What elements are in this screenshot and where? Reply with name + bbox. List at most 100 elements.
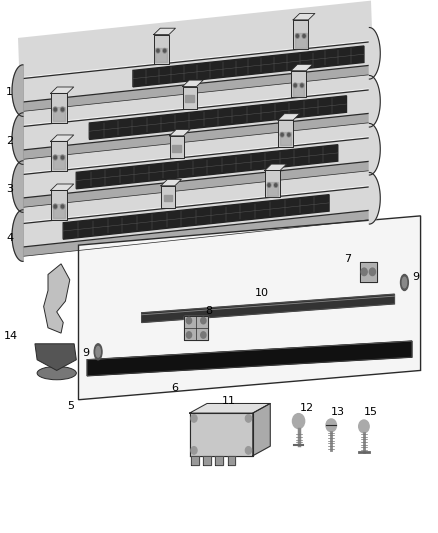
Polygon shape — [278, 120, 293, 147]
Text: 9: 9 — [412, 272, 419, 282]
Ellipse shape — [94, 344, 102, 360]
Polygon shape — [18, 1, 373, 85]
Polygon shape — [215, 456, 223, 465]
Circle shape — [53, 107, 57, 112]
Circle shape — [201, 332, 206, 338]
Circle shape — [293, 83, 297, 87]
Polygon shape — [154, 28, 176, 35]
Polygon shape — [51, 141, 67, 171]
Text: 15: 15 — [364, 407, 378, 417]
Polygon shape — [51, 87, 74, 93]
Circle shape — [245, 447, 251, 454]
Circle shape — [268, 184, 270, 187]
Polygon shape — [18, 49, 373, 133]
Circle shape — [301, 84, 303, 87]
Polygon shape — [369, 76, 380, 127]
Polygon shape — [20, 138, 373, 198]
Circle shape — [361, 268, 367, 276]
Circle shape — [300, 83, 304, 87]
Circle shape — [369, 268, 375, 276]
Polygon shape — [161, 180, 181, 186]
Polygon shape — [184, 316, 208, 340]
Circle shape — [186, 332, 191, 338]
Circle shape — [163, 50, 166, 52]
Circle shape — [245, 415, 251, 422]
Circle shape — [61, 156, 64, 159]
Polygon shape — [170, 130, 190, 136]
Polygon shape — [12, 113, 23, 164]
Polygon shape — [20, 161, 373, 208]
Polygon shape — [35, 344, 76, 370]
Circle shape — [293, 414, 305, 429]
Polygon shape — [183, 80, 203, 86]
Polygon shape — [170, 136, 184, 158]
Circle shape — [54, 108, 57, 111]
Ellipse shape — [402, 277, 406, 288]
Polygon shape — [51, 190, 67, 220]
Polygon shape — [20, 187, 373, 247]
Polygon shape — [203, 456, 211, 465]
Ellipse shape — [400, 274, 408, 290]
Polygon shape — [51, 184, 74, 190]
Circle shape — [61, 205, 64, 208]
Text: 14: 14 — [4, 331, 18, 341]
Polygon shape — [20, 65, 373, 112]
Circle shape — [303, 35, 305, 37]
Text: 5: 5 — [67, 401, 74, 411]
Text: 6: 6 — [171, 383, 178, 393]
Polygon shape — [44, 264, 70, 333]
Polygon shape — [173, 145, 181, 151]
Polygon shape — [63, 195, 329, 239]
Polygon shape — [369, 28, 380, 79]
Circle shape — [281, 133, 283, 136]
Circle shape — [359, 420, 369, 433]
Circle shape — [297, 35, 298, 37]
Polygon shape — [278, 114, 300, 120]
Circle shape — [61, 108, 64, 111]
Polygon shape — [76, 145, 338, 189]
Polygon shape — [190, 413, 253, 456]
Circle shape — [163, 49, 166, 53]
Circle shape — [60, 204, 64, 209]
Polygon shape — [12, 161, 23, 212]
Polygon shape — [253, 403, 270, 456]
Text: 2: 2 — [6, 136, 13, 146]
Circle shape — [294, 84, 296, 87]
Circle shape — [280, 133, 284, 137]
Polygon shape — [133, 46, 364, 87]
Circle shape — [201, 317, 206, 324]
Circle shape — [156, 49, 160, 53]
Polygon shape — [87, 341, 412, 376]
Text: 3: 3 — [6, 184, 13, 194]
Polygon shape — [89, 96, 346, 140]
Polygon shape — [161, 186, 175, 208]
Circle shape — [60, 107, 64, 112]
Text: 7: 7 — [344, 254, 351, 264]
Polygon shape — [267, 182, 278, 196]
Polygon shape — [293, 20, 308, 49]
Circle shape — [288, 133, 290, 136]
Ellipse shape — [37, 367, 76, 379]
Polygon shape — [154, 35, 169, 64]
Circle shape — [191, 447, 197, 454]
Text: 4: 4 — [6, 233, 13, 243]
Polygon shape — [293, 13, 315, 20]
Polygon shape — [369, 173, 380, 224]
Circle shape — [53, 155, 57, 160]
Polygon shape — [51, 135, 74, 141]
Polygon shape — [360, 262, 377, 282]
Polygon shape — [295, 33, 307, 48]
Polygon shape — [20, 90, 373, 150]
Polygon shape — [190, 403, 270, 413]
Text: 10: 10 — [254, 288, 268, 298]
Polygon shape — [20, 113, 373, 160]
Polygon shape — [20, 210, 373, 257]
Polygon shape — [53, 107, 65, 121]
Circle shape — [287, 133, 291, 137]
Polygon shape — [51, 93, 67, 123]
Polygon shape — [369, 124, 380, 175]
Text: 11: 11 — [222, 396, 236, 406]
Polygon shape — [265, 164, 286, 171]
Polygon shape — [280, 132, 291, 146]
Circle shape — [326, 419, 336, 432]
